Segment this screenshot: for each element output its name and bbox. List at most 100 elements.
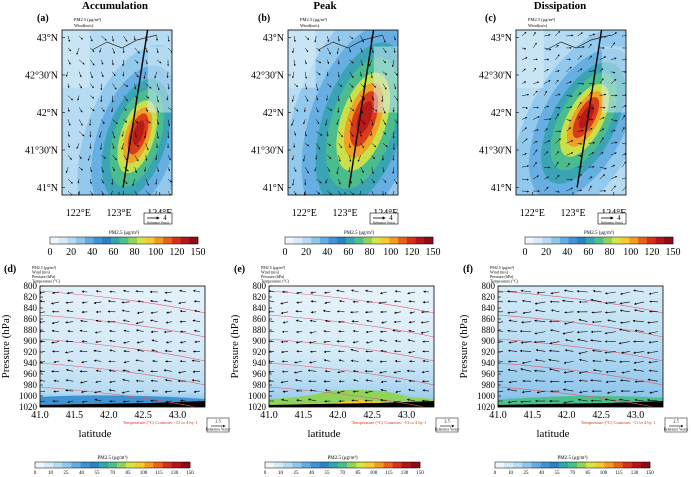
wind-vector	[145, 119, 151, 124]
wind-vector	[307, 398, 317, 402]
colorbar-bin	[50, 237, 60, 244]
wind-vector	[360, 178, 364, 184]
wind-vector	[588, 55, 592, 60]
wind-vector	[371, 95, 374, 101]
wind-vector	[593, 369, 602, 372]
wind-vector	[123, 95, 128, 102]
wind-vector	[534, 331, 546, 335]
wind-vector	[607, 319, 616, 323]
wind-vector	[167, 83, 170, 90]
wind-vector	[646, 351, 659, 354]
wind-vector	[136, 349, 144, 352]
wind-vector	[79, 329, 88, 333]
wind-vector	[555, 113, 559, 120]
wind-vector	[112, 143, 115, 149]
wind-vector	[392, 329, 401, 332]
terrain	[40, 401, 205, 407]
wind-vector	[122, 369, 130, 372]
wind-vector	[292, 47, 295, 54]
wind-vector	[167, 107, 172, 112]
reference-vector-label: Reference Vector	[435, 428, 461, 432]
wind-vector	[325, 178, 328, 184]
wind-vector	[177, 390, 186, 393]
wind-vector	[599, 166, 607, 170]
wind-vector	[123, 119, 128, 123]
colorbar-tick-label: 85	[126, 471, 132, 476]
wind-vector	[360, 59, 364, 66]
wind-vector	[544, 69, 549, 72]
wind-vector	[164, 291, 172, 294]
colorbar-tick-label: 115	[615, 471, 623, 476]
wind-vector	[352, 390, 359, 393]
wind-vector	[145, 178, 149, 186]
wind-vector	[94, 398, 102, 402]
wind-vector	[564, 311, 574, 314]
y-tick-label: 860	[482, 314, 496, 324]
colorbar-bin	[513, 462, 523, 468]
wind-vector	[78, 155, 82, 160]
wind-vector	[577, 101, 582, 108]
wind-vector	[95, 369, 102, 372]
wind-vector	[101, 155, 106, 159]
wind-vector	[521, 31, 527, 37]
y-tick-label: 41°N	[263, 183, 284, 194]
map-panel-2: 122°E123°E124°E43°N42°30'N42°N41°30'N41°…	[479, 17, 627, 225]
wind-vector	[520, 368, 532, 372]
wind-vector	[325, 119, 328, 126]
wind-vector	[65, 71, 69, 77]
contour-caption: Temperature (°C) Contours: -11 to 4 by 1	[581, 420, 655, 425]
wind-vector	[577, 55, 582, 61]
wind-vector	[111, 59, 114, 66]
wind-vector	[40, 311, 46, 314]
colorbar-bin	[328, 237, 338, 244]
wind-vector	[521, 138, 528, 144]
wind-vector	[156, 107, 159, 114]
colorbar-tick-label: 100	[623, 247, 638, 258]
pm-low	[373, 46, 398, 113]
wind-vector	[156, 119, 160, 125]
wind-vector	[167, 35, 170, 42]
colorbar-bin	[383, 462, 393, 468]
y-tick-label: 880	[253, 325, 267, 335]
wind-vector	[156, 131, 159, 139]
wind-vector	[599, 56, 607, 61]
colorbar-tick-label: 55	[325, 471, 331, 476]
wind-vector	[633, 301, 644, 305]
wind-vector	[295, 341, 303, 344]
wind-vector	[588, 185, 592, 192]
wind-vector	[368, 59, 373, 67]
colorbar-bin	[171, 237, 181, 244]
wind-vector	[633, 368, 644, 372]
colorbar-tick-label: 0	[494, 471, 497, 476]
wind-vector	[137, 300, 144, 303]
wind-vector	[352, 329, 359, 333]
wind-vector	[577, 68, 583, 72]
wind-vector	[51, 329, 60, 333]
cross-section-line	[348, 29, 375, 188]
wind-vector	[379, 370, 387, 374]
wind-vector	[544, 80, 551, 84]
wind-vector	[352, 341, 359, 344]
wind-vector	[610, 119, 618, 122]
wind-vector	[610, 185, 616, 192]
wind-vector	[521, 178, 529, 181]
colorbar-bin	[655, 237, 665, 244]
section-panel-1: 41.0 41.5 42.0 42.5 43.0 80082084086088090092…	[229, 265, 460, 440]
wind-vector	[498, 330, 504, 332]
wind-vector	[634, 380, 644, 383]
y-tick-label: 960	[482, 369, 496, 379]
contour-caption: Temperature (°C) Contours: -13 to 4 by 1	[352, 420, 427, 425]
wind-vector	[577, 189, 583, 192]
wind-vector	[371, 155, 375, 160]
reference-vector-label: Reference Vector	[206, 428, 232, 432]
wind-vector	[296, 399, 303, 402]
wind-vector	[296, 301, 303, 304]
wind-vector	[178, 370, 186, 374]
wind-vector	[371, 178, 375, 184]
wind-vector	[78, 119, 83, 126]
wind-vector	[101, 71, 104, 78]
wind-vector	[521, 81, 527, 84]
x-tick-label: 41.5	[295, 410, 313, 421]
wind-vector	[550, 291, 560, 295]
wind-vector	[324, 319, 331, 323]
